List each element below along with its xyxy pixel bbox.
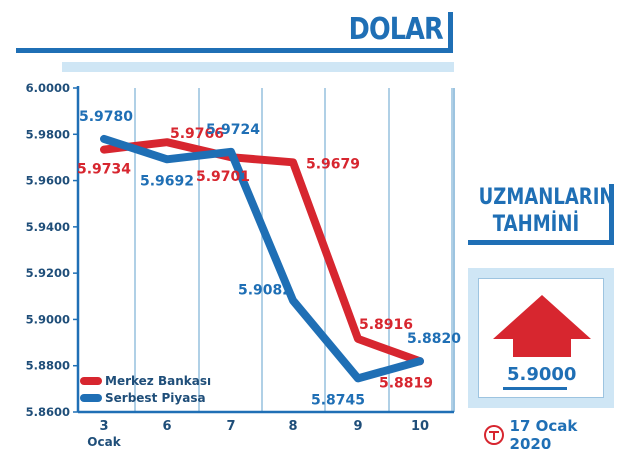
- y-tick-label-6: 5.9800: [26, 127, 70, 141]
- x-tick-label-1: 6: [162, 419, 171, 434]
- title-bar-vertical: [448, 12, 453, 53]
- x-tick-label-2: 7: [226, 419, 235, 434]
- data-label-0-3: 5.9679: [306, 156, 360, 172]
- data-label-0-1: 5.9766: [170, 126, 224, 142]
- x-tick-label-5: 10: [411, 419, 429, 434]
- data-label-0-5: 5.8819: [379, 375, 433, 391]
- title-bar: [16, 48, 453, 53]
- y-tick-label-5: 5.9600: [26, 174, 70, 188]
- data-label-1-4: 5.8745: [311, 392, 365, 408]
- legend-label-1: Serbest Piyasa: [105, 391, 206, 405]
- forecast-bar-vertical: [609, 184, 614, 245]
- series-layer: [100, 134, 424, 383]
- data-label-1-0: 5.9780: [79, 109, 133, 125]
- data-label-1-5: 5.8820: [407, 331, 461, 347]
- data-label-0-4: 5.8916: [359, 317, 413, 333]
- data-label-layer: 5.9734 5.9766 5.9701 5.9679 5.8916 5.8819 5.97…: [77, 109, 461, 409]
- data-label-0-0: 5.9734: [77, 162, 131, 178]
- series-line-0: [100, 138, 424, 366]
- forecast-title: UZMANLARIN TAHMİNİ: [478, 184, 615, 238]
- t-logo-icon: [484, 425, 504, 445]
- data-label-0-2: 5.9701: [196, 169, 250, 185]
- legend: Merkez Bankası Serbest Piyasa: [80, 374, 211, 405]
- up-arrow-icon: [493, 295, 591, 357]
- data-label-1-1: 5.9692: [140, 173, 194, 189]
- y-tick-label-7: 6.0000: [26, 81, 70, 95]
- forecast-value: 5.9000: [507, 364, 577, 385]
- x-tick-label-3: 8: [288, 419, 297, 434]
- axis-layer: 5.8600 5.8800 5.9000 5.9200 5.9400 5.9600 5.98…: [26, 81, 454, 449]
- x-tick-label-4: 9: [353, 419, 362, 434]
- date-text: 17 Ocak 2020: [509, 417, 578, 453]
- date-stamp: 17 Ocak 2020: [484, 417, 621, 453]
- forecast-inner: 5.9000: [478, 278, 604, 398]
- x-sublabel: Ocak: [87, 435, 121, 449]
- forecast-bar: [468, 240, 614, 245]
- forecast-box: 5.9000: [468, 268, 614, 408]
- forecast-title-line2: TAHMİNİ: [492, 212, 580, 237]
- y-tick-label-0: 5.8600: [26, 405, 70, 419]
- forecast-title-line1: UZMANLARIN: [478, 185, 615, 210]
- y-tick-label-3: 5.9200: [26, 266, 70, 280]
- chart-top-band: [62, 62, 454, 72]
- series-line-1: [100, 134, 424, 383]
- y-tick-label-2: 5.9000: [26, 312, 70, 326]
- y-tick-label-4: 5.9400: [26, 220, 70, 234]
- data-label-1-2: 5.9724: [206, 122, 260, 138]
- data-label-1-3: 5.9082: [238, 282, 292, 298]
- x-tick-label-0: 3: [99, 419, 108, 434]
- forecast-value-underline: [503, 387, 567, 390]
- y-tick-label-1: 5.8800: [26, 359, 70, 373]
- chart-title: DOLAR: [348, 12, 444, 47]
- legend-label-0: Merkez Bankası: [105, 374, 211, 388]
